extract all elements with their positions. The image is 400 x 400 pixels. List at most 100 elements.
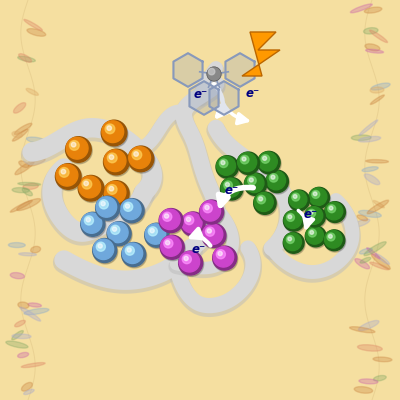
Ellipse shape <box>24 389 34 394</box>
Circle shape <box>56 164 81 189</box>
Circle shape <box>284 210 304 231</box>
Ellipse shape <box>10 200 32 212</box>
Circle shape <box>108 222 128 243</box>
Circle shape <box>129 147 155 173</box>
Circle shape <box>66 137 88 159</box>
Circle shape <box>292 193 300 201</box>
Circle shape <box>208 68 215 75</box>
Circle shape <box>284 233 302 251</box>
Circle shape <box>159 208 183 232</box>
Circle shape <box>84 216 94 225</box>
Circle shape <box>306 227 327 248</box>
Circle shape <box>205 205 209 210</box>
Circle shape <box>186 217 191 222</box>
Ellipse shape <box>358 136 381 142</box>
Ellipse shape <box>367 248 380 259</box>
Circle shape <box>308 229 316 237</box>
Circle shape <box>104 149 129 175</box>
Circle shape <box>309 211 313 214</box>
Circle shape <box>120 199 144 223</box>
Circle shape <box>81 213 102 233</box>
Circle shape <box>104 181 126 203</box>
Circle shape <box>125 246 134 255</box>
Ellipse shape <box>370 95 384 104</box>
Circle shape <box>121 199 141 220</box>
Circle shape <box>226 182 230 186</box>
Circle shape <box>101 120 127 146</box>
Circle shape <box>258 152 281 175</box>
Circle shape <box>102 121 128 147</box>
Ellipse shape <box>360 257 371 263</box>
Circle shape <box>289 190 307 208</box>
Circle shape <box>271 175 275 179</box>
Circle shape <box>284 211 302 228</box>
Circle shape <box>221 178 244 202</box>
Circle shape <box>104 182 130 208</box>
Circle shape <box>107 126 112 130</box>
Ellipse shape <box>18 56 35 62</box>
Circle shape <box>309 187 330 208</box>
Circle shape <box>96 242 105 251</box>
Circle shape <box>329 206 333 210</box>
Circle shape <box>202 224 223 244</box>
Polygon shape <box>242 32 280 76</box>
Circle shape <box>166 240 170 245</box>
Ellipse shape <box>359 120 378 135</box>
Ellipse shape <box>22 188 32 196</box>
Ellipse shape <box>15 320 25 327</box>
Circle shape <box>312 190 320 198</box>
Ellipse shape <box>357 215 368 221</box>
Ellipse shape <box>12 131 22 138</box>
Circle shape <box>324 230 342 248</box>
Circle shape <box>79 176 105 202</box>
Circle shape <box>93 239 114 260</box>
Circle shape <box>207 67 221 81</box>
Circle shape <box>206 227 214 236</box>
Circle shape <box>304 206 325 227</box>
Circle shape <box>160 235 184 259</box>
Ellipse shape <box>359 248 372 254</box>
Circle shape <box>286 236 294 244</box>
Circle shape <box>109 186 114 191</box>
Circle shape <box>283 232 304 253</box>
Circle shape <box>182 213 206 237</box>
Circle shape <box>161 236 185 261</box>
Circle shape <box>216 157 240 180</box>
Circle shape <box>269 174 278 182</box>
Ellipse shape <box>364 7 382 13</box>
Circle shape <box>112 227 117 231</box>
Circle shape <box>310 230 314 234</box>
Circle shape <box>128 146 154 172</box>
Ellipse shape <box>12 188 29 193</box>
Circle shape <box>127 248 131 252</box>
Circle shape <box>125 204 130 208</box>
Ellipse shape <box>31 246 40 253</box>
Ellipse shape <box>358 320 379 331</box>
Ellipse shape <box>359 379 378 384</box>
Ellipse shape <box>364 174 380 185</box>
Circle shape <box>305 207 323 224</box>
Circle shape <box>284 211 305 232</box>
Circle shape <box>238 152 257 172</box>
Circle shape <box>218 251 222 256</box>
Circle shape <box>59 168 69 177</box>
Ellipse shape <box>376 254 390 264</box>
Ellipse shape <box>19 253 36 256</box>
Circle shape <box>200 201 220 221</box>
Ellipse shape <box>365 44 380 51</box>
Circle shape <box>148 227 158 236</box>
Circle shape <box>221 178 240 197</box>
Circle shape <box>181 212 205 236</box>
Circle shape <box>305 207 326 228</box>
Text: e⁻: e⁻ <box>304 208 318 221</box>
Circle shape <box>258 151 280 174</box>
Ellipse shape <box>24 308 49 315</box>
Circle shape <box>258 152 277 171</box>
Circle shape <box>266 170 288 193</box>
Circle shape <box>66 138 92 164</box>
Circle shape <box>107 184 117 194</box>
Text: e⁻: e⁻ <box>225 184 239 197</box>
Text: e⁻: e⁻ <box>246 87 260 100</box>
Circle shape <box>238 153 260 176</box>
Ellipse shape <box>354 387 373 393</box>
